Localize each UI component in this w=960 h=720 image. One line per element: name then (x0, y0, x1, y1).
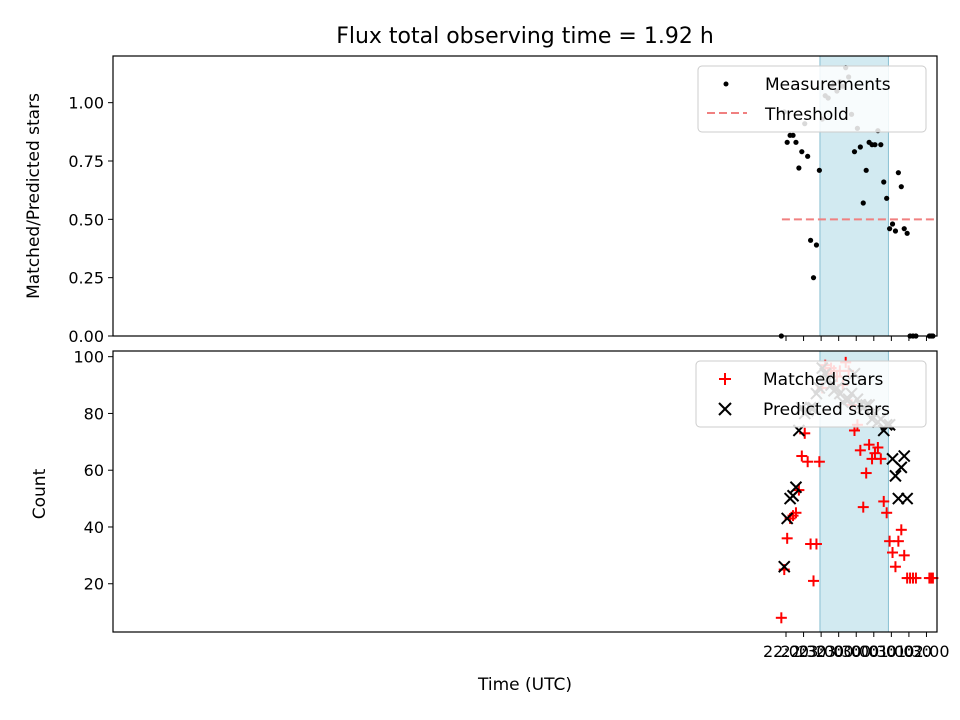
measurement-point (881, 179, 887, 185)
count-x-tick-label: 23:00 (798, 642, 844, 661)
legend-measurements-marker (723, 81, 729, 87)
matched-star-point (889, 561, 901, 573)
measurement-point (895, 170, 901, 176)
ratio-panel: 0.00 0.25 0.50 0.75 1.00 Flux total observin… (24, 24, 938, 346)
count-x-tick-label: 01:30 (886, 642, 932, 661)
count-legend: Matched stars Predicted stars (695, 360, 927, 428)
predicted-star-point (786, 489, 800, 502)
measurement-point (805, 153, 811, 159)
matched-star-point (863, 439, 875, 451)
measurement-point (796, 165, 802, 171)
ratio-legend: Measurements Threshold (697, 65, 927, 133)
legend-measurements-label: Measurements (765, 75, 891, 95)
measurement-point (860, 200, 866, 206)
measurement-point (878, 142, 884, 148)
matched-star-point (802, 456, 814, 468)
legend-matched-label: Matched stars (763, 370, 883, 390)
ratio-y-tick-label: 0.00 (68, 327, 104, 346)
matched-star-point (808, 575, 820, 587)
measurement-point (851, 149, 858, 155)
measurement-point (813, 242, 820, 248)
count-x-tick-label: 01:00 (868, 642, 914, 661)
ratio-y-axis-label: Matched/Predicted stars (24, 93, 44, 299)
measurement-point (898, 184, 904, 190)
matched-star-point (796, 450, 808, 462)
count-y-tick-label: 40 (84, 518, 104, 537)
measurement-point (784, 139, 790, 145)
ratio-y-tick-label: 0.75 (68, 152, 104, 171)
matched-star-point (810, 538, 822, 550)
matched-star-point (887, 547, 899, 559)
count-y-tick-label: 80 (84, 404, 104, 423)
ratio-legend-box (697, 65, 927, 133)
ratio-y-ticks: 0.00 0.25 0.50 0.75 1.00 (68, 94, 113, 346)
predicted-star-point (778, 560, 791, 573)
predicted-star-point (895, 461, 908, 474)
matched-star-point (857, 501, 869, 513)
measurement-point (901, 226, 907, 232)
legend-threshold-label: Threshold (764, 105, 849, 125)
predicted-star-point (892, 492, 905, 505)
matched-star-point (881, 507, 893, 519)
ratio-y-tick-label: 0.25 (68, 269, 104, 288)
ratio-y-tick-label: 0.50 (68, 210, 104, 229)
measurement-point (807, 237, 814, 243)
ratio-y-tick-label: 1.00 (68, 94, 104, 113)
ratio-panel-frame (112, 55, 938, 337)
measurement-point (886, 226, 893, 232)
predicted-star-point (780, 512, 794, 525)
count-x-tick-label: 02:00 (903, 642, 949, 661)
measurement-point (889, 221, 896, 227)
count-x-ticks: 22:0022:3023:0023:3000:0000:3001:0001:30… (763, 632, 950, 661)
predicted-star-point (898, 449, 911, 463)
matched-star-point (875, 453, 887, 465)
measurement-point (892, 228, 899, 234)
legend-matched-marker (719, 373, 731, 385)
matched-star-point (781, 532, 793, 544)
count-x-tick-label: 00:00 (833, 642, 879, 661)
measurement-point (810, 275, 817, 281)
measurement-point (790, 132, 796, 138)
predicted-star-point (900, 492, 914, 505)
matched-star-point (775, 612, 787, 624)
measurement-point (793, 139, 799, 145)
count-x-tick-label: 00:30 (851, 642, 897, 661)
count-x-tick-label: 22:30 (781, 642, 827, 661)
predicted-star-point (789, 481, 803, 494)
matched-star-point (892, 535, 904, 547)
measurement-point (863, 167, 869, 173)
count-y-ticks: 20 40 60 80 100 (73, 348, 113, 594)
matched-star-point (910, 572, 922, 584)
ratio-x-ticks (785, 336, 927, 341)
measurement-point (799, 149, 805, 155)
predicted-star-point (889, 469, 902, 483)
count-panel: 20 40 60 80 100 22:0022:3023:0023:3000:0000:… (30, 348, 950, 695)
count-x-tick-label: 22:00 (763, 642, 809, 661)
count-x-tick-label: 23:30 (816, 642, 862, 661)
measurement-point (884, 195, 890, 201)
matched-star-point (895, 524, 907, 536)
measurement-point (872, 142, 878, 148)
matched-star-point (872, 442, 884, 454)
count-y-axis-label: Count (30, 468, 50, 519)
count-y-tick-label: 60 (84, 461, 104, 480)
legend-predicted-label: Predicted stars (763, 400, 890, 420)
x-axis-label: Time (UTC) (477, 675, 572, 695)
matched-star-point (813, 456, 825, 468)
matched-star-point (898, 549, 910, 561)
measurement-point (904, 230, 910, 236)
count-legend-box (695, 360, 927, 428)
measurement-point (857, 144, 863, 150)
matched-star-point (869, 447, 881, 459)
matched-star-point (878, 495, 890, 507)
matched-star-point (860, 467, 872, 479)
measurement-point (816, 167, 822, 173)
count-y-tick-label: 20 (84, 575, 104, 594)
count-panel-frame (112, 350, 938, 633)
legend-predicted-marker (718, 402, 732, 416)
count-y-tick-label: 100 (73, 348, 104, 367)
chart-title: Flux total observing time = 1.92 h (336, 24, 714, 49)
matched-star-point (854, 444, 866, 456)
